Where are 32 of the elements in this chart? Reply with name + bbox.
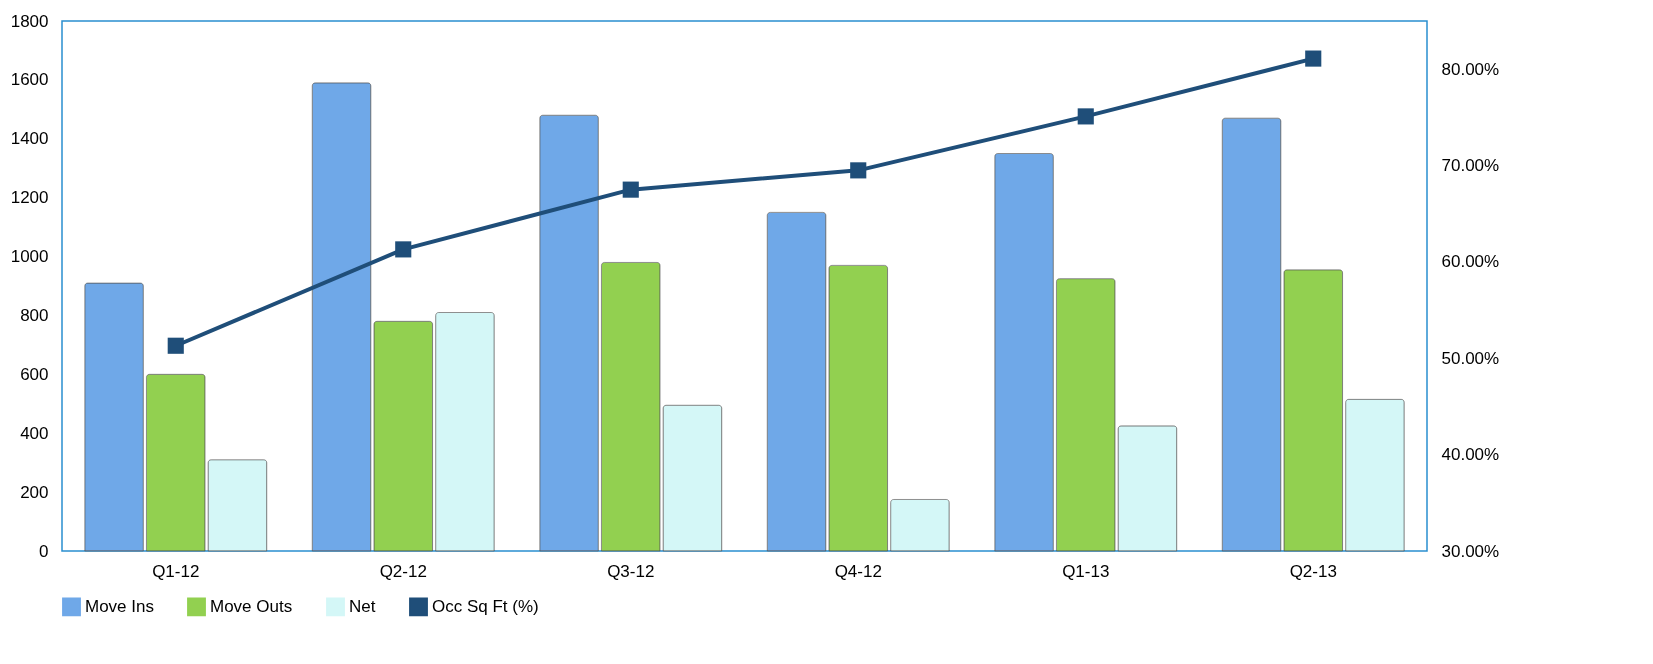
y-tick-label: 0 <box>39 541 49 561</box>
y2-tick-label: 40.00% <box>1441 445 1500 465</box>
point <box>850 162 867 179</box>
point <box>622 181 639 198</box>
y-tick-label: 1200 <box>10 188 49 208</box>
x-tick-label: Q1-12 <box>152 561 200 581</box>
legend-label: Move Outs <box>210 596 293 616</box>
y-tick-label: 1600 <box>10 70 49 90</box>
point <box>1077 108 1094 125</box>
y2-tick-label: 60.00% <box>1441 252 1500 272</box>
point <box>1305 50 1322 67</box>
y-tick-label: 1400 <box>10 129 49 149</box>
y-tick-label: 600 <box>20 364 49 384</box>
y-tick-label: 800 <box>20 305 49 325</box>
y2-tick-label: 70.00% <box>1441 156 1500 176</box>
y-tick-label: 1000 <box>10 247 49 267</box>
x-tick-label: Q3-12 <box>607 561 655 581</box>
legend-label: Move Ins <box>85 596 154 616</box>
x-tick-label: Q4-12 <box>834 561 882 581</box>
point <box>395 241 412 258</box>
legend-label: Net <box>349 596 376 616</box>
y-tick-label: 1800 <box>10 11 49 31</box>
point <box>167 337 184 354</box>
x-tick-label: Q1-13 <box>1062 561 1110 581</box>
y2-tick-label: 80.00% <box>1441 59 1500 79</box>
x-tick-label: Q2-13 <box>1289 561 1337 581</box>
y2-tick-label: 30.00% <box>1441 541 1500 561</box>
y2-tick-label: 50.00% <box>1441 348 1500 368</box>
y-tick-label: 400 <box>20 423 49 443</box>
y-tick-label: 200 <box>20 482 49 502</box>
x-tick-label: Q2-12 <box>379 561 427 581</box>
legend-label: Occ Sq Ft (%) <box>432 596 539 616</box>
